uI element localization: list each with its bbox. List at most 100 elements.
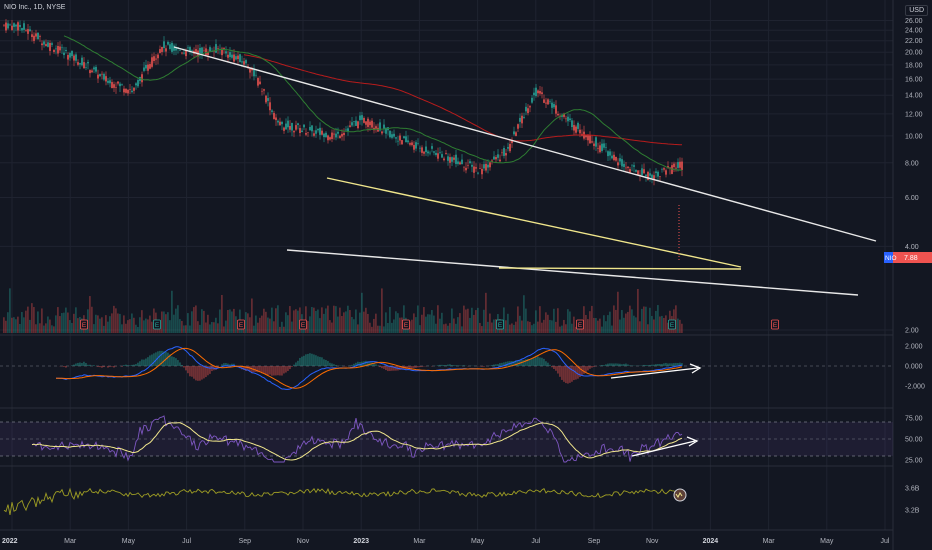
currency-button[interactable]: USD <box>905 5 928 16</box>
volume-bar <box>65 307 67 333</box>
lower-support-trendline[interactable] <box>286 249 859 296</box>
candle-body <box>217 48 219 50</box>
candle-body <box>209 47 211 52</box>
macd-histogram-bar <box>151 354 153 366</box>
candle-body <box>275 117 277 121</box>
candle-body <box>465 167 467 171</box>
volume-bar <box>69 320 71 333</box>
candle-body <box>497 154 499 158</box>
volume-bar <box>119 313 121 333</box>
earnings-marker[interactable] <box>576 319 584 330</box>
candle-body <box>667 166 669 168</box>
rsi-arrow[interactable] <box>631 436 699 457</box>
candle-body <box>201 47 203 54</box>
volume-bar <box>251 298 253 333</box>
upper-resistance-trendline[interactable] <box>173 46 877 242</box>
macd-histogram-bar <box>369 361 371 366</box>
macd-histogram-bar <box>609 363 611 366</box>
volume-bar <box>537 321 539 333</box>
candle-body <box>215 44 217 53</box>
earnings-marker[interactable] <box>80 319 88 330</box>
macd-histogram-bar <box>577 366 579 379</box>
macd-histogram-bar <box>167 352 169 366</box>
volume-bar <box>539 306 541 333</box>
candle-body <box>619 158 621 162</box>
earnings-marker[interactable] <box>237 319 245 330</box>
candle-body <box>633 165 635 167</box>
macd-arrow[interactable] <box>610 363 702 379</box>
candle-body <box>389 130 391 138</box>
wedge-lower-trendline[interactable] <box>498 267 742 270</box>
candle-body <box>641 168 643 176</box>
volume-bar <box>557 308 559 333</box>
candle-body <box>549 101 551 103</box>
volume-bar <box>77 318 79 333</box>
macd-histogram-bar <box>439 364 441 366</box>
macd-histogram-bar <box>265 366 267 375</box>
time-tick-label: May <box>471 538 485 545</box>
candle-body <box>567 116 569 122</box>
volume-bar <box>197 321 199 333</box>
candle-body <box>141 74 143 83</box>
volume-bar <box>253 325 255 333</box>
candle-body <box>359 115 361 121</box>
volume-bar <box>331 322 333 333</box>
candle-body <box>443 158 445 161</box>
volume-bar <box>297 310 299 333</box>
candle-body <box>601 143 603 151</box>
macd-histogram-bar <box>657 363 659 366</box>
macd-histogram-bar <box>399 366 401 370</box>
volume-bar <box>217 323 219 333</box>
volume-bar <box>63 312 65 333</box>
candle-body <box>151 57 153 67</box>
earnings-marker[interactable] <box>153 319 161 330</box>
earnings-marker[interactable] <box>402 319 410 330</box>
volume-bar <box>127 320 129 333</box>
candle-body <box>83 62 85 69</box>
volume-bar <box>559 326 561 333</box>
candle-body <box>671 165 673 174</box>
candle-body <box>565 118 567 120</box>
volume-bar <box>139 317 141 333</box>
candle-body <box>273 112 275 120</box>
macd-histogram-bar <box>127 365 129 366</box>
volume-bar <box>659 316 661 333</box>
earnings-marker[interactable] <box>668 319 676 330</box>
candle-body <box>409 143 411 145</box>
earnings-marker[interactable] <box>496 319 504 330</box>
volume-bar <box>343 312 345 333</box>
macd-histogram-bar <box>589 366 591 369</box>
volume-bar <box>43 325 45 333</box>
macd-histogram-bar <box>131 364 133 366</box>
macd-histogram-bar <box>351 364 353 366</box>
time-tick-label: 2022 <box>2 538 18 545</box>
volume-bar <box>247 313 249 333</box>
volume-bar <box>349 310 351 333</box>
candle-body <box>39 36 41 37</box>
volume-bar <box>415 317 417 333</box>
macd-histogram-bar <box>273 366 275 376</box>
volume-bar <box>21 312 23 333</box>
macd-histogram-bar <box>499 363 501 366</box>
candle-body <box>631 164 633 166</box>
macd-histogram-bar <box>593 366 595 367</box>
candle-body <box>665 170 667 175</box>
candle-body <box>471 164 473 167</box>
candle-body <box>385 127 387 134</box>
candle-body <box>185 50 187 57</box>
candle-body <box>529 106 531 108</box>
candle-body <box>327 135 329 141</box>
macd-histogram-bar <box>511 361 513 366</box>
earnings-marker[interactable] <box>299 319 307 330</box>
volume-bar <box>61 313 63 333</box>
candle-body <box>319 127 321 135</box>
obv-marker[interactable] <box>673 488 687 502</box>
macd-histogram-bar <box>643 364 645 366</box>
earnings-marker[interactable] <box>771 319 779 330</box>
macd-histogram-bar <box>483 366 485 367</box>
wedge-upper-trendline[interactable] <box>326 177 742 268</box>
candle-body <box>157 54 159 59</box>
rsi-line <box>31 415 683 463</box>
macd-histogram-bar <box>87 364 89 366</box>
